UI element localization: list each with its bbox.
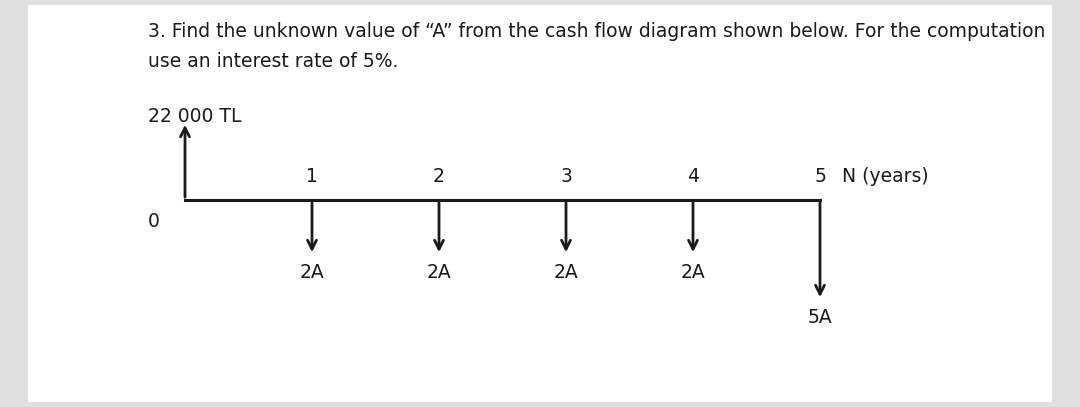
Text: 5: 5 bbox=[814, 167, 826, 186]
Text: 5A: 5A bbox=[808, 308, 833, 327]
Text: 0: 0 bbox=[148, 212, 160, 231]
Text: 2A: 2A bbox=[680, 263, 705, 282]
Text: 3. Find the unknown value of “A” from the cash flow diagram shown below. For the: 3. Find the unknown value of “A” from th… bbox=[148, 22, 1045, 41]
Text: 1: 1 bbox=[306, 167, 318, 186]
Text: use an interest rate of 5%.: use an interest rate of 5%. bbox=[148, 52, 399, 71]
Text: 22 000 TL: 22 000 TL bbox=[148, 107, 242, 126]
FancyBboxPatch shape bbox=[28, 5, 1052, 402]
Text: 2A: 2A bbox=[299, 263, 324, 282]
Text: 2: 2 bbox=[433, 167, 445, 186]
Text: 3: 3 bbox=[561, 167, 572, 186]
Text: 4: 4 bbox=[687, 167, 699, 186]
Text: 2A: 2A bbox=[427, 263, 451, 282]
Text: N (years): N (years) bbox=[842, 167, 929, 186]
Text: 2A: 2A bbox=[554, 263, 579, 282]
